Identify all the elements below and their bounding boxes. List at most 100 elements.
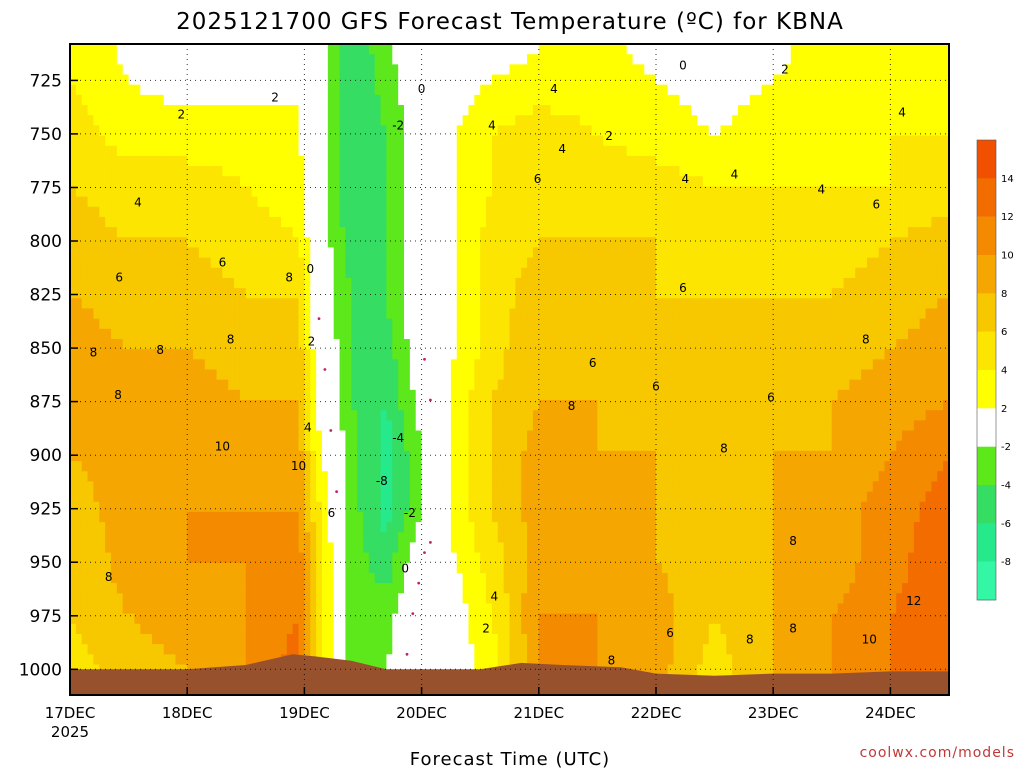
field-cell (134, 105, 141, 116)
field-cell (486, 64, 493, 76)
field-cell (298, 603, 305, 615)
field-cell (462, 400, 470, 411)
field-cell (163, 471, 171, 482)
field-cell (462, 654, 470, 666)
field-cell (445, 298, 452, 310)
field-cell (521, 125, 528, 137)
field-cell (521, 461, 528, 472)
field-cell (398, 74, 405, 86)
field-cell (163, 298, 171, 310)
field-cell (128, 237, 136, 249)
field-cell (175, 196, 182, 208)
field-cell (93, 216, 100, 228)
field-cell (292, 328, 300, 340)
field-cell (134, 481, 141, 493)
field-cell (421, 400, 429, 411)
field-cell (503, 420, 511, 432)
field-cell (310, 277, 317, 289)
field-cell (93, 227, 100, 238)
field-cell (187, 145, 194, 157)
field-cell (363, 288, 370, 299)
field-cell (316, 64, 323, 76)
field-cell (374, 328, 382, 340)
field-cell (327, 379, 335, 391)
field-cell (257, 542, 264, 554)
field-cell (157, 562, 165, 574)
field-cell (146, 389, 153, 401)
field-cell (163, 318, 171, 330)
field-cell (380, 420, 388, 432)
field-cell (128, 623, 136, 635)
field-cell (87, 328, 95, 340)
field-cell (210, 125, 218, 137)
field-cell (439, 450, 446, 462)
field-cell (263, 450, 270, 462)
field-cell (456, 379, 464, 391)
field-cell (486, 176, 493, 187)
field-cell (474, 542, 481, 554)
field-cell (81, 328, 89, 340)
field-cell (175, 216, 182, 228)
field-cell (380, 84, 388, 96)
field-cell (327, 481, 335, 493)
field-cell (257, 522, 264, 533)
field-cell (204, 379, 212, 391)
field-cell (404, 562, 411, 574)
field-cell (386, 338, 393, 350)
field-cell (152, 420, 159, 432)
field-cell (374, 64, 382, 76)
field-cell (257, 94, 264, 106)
field-cell (363, 532, 370, 544)
field-cell (374, 54, 382, 65)
field-cell (116, 318, 124, 330)
field-cell (105, 44, 112, 55)
field-cell (456, 115, 464, 126)
field-cell (257, 572, 264, 584)
field-cell (87, 542, 95, 554)
field-cell (521, 379, 528, 391)
field-cell (386, 257, 393, 269)
field-cell (122, 105, 130, 116)
field-cell (93, 440, 100, 452)
field-cell (392, 430, 399, 442)
field-cell (70, 633, 77, 645)
field-cell (234, 318, 241, 330)
field-cell (128, 44, 136, 55)
field-cell (140, 227, 147, 238)
field-cell (251, 613, 259, 625)
field-cell (456, 481, 464, 493)
field-cell (292, 115, 300, 126)
field-cell (181, 84, 188, 96)
field-cell (286, 257, 294, 269)
field-cell (122, 257, 130, 269)
field-cell (257, 54, 264, 65)
field-cell (116, 440, 124, 452)
field-cell (140, 267, 147, 279)
field-cell (116, 583, 124, 594)
field-cell (146, 440, 153, 452)
field-cell (392, 552, 399, 564)
field-cell (298, 379, 305, 391)
field-cell (398, 298, 405, 310)
field-cell (269, 491, 276, 503)
field-cell (509, 379, 516, 391)
field-cell (404, 379, 411, 391)
field-cell (468, 593, 475, 605)
field-cell (363, 369, 370, 381)
field-cell (474, 522, 481, 533)
field-cell (415, 277, 423, 289)
field-cell (462, 216, 470, 228)
field-cell (480, 349, 487, 360)
field-cell (75, 501, 83, 513)
field-cell (280, 613, 288, 625)
field-cell (87, 145, 95, 157)
field-cell (228, 420, 235, 432)
field-cell (292, 308, 300, 320)
field-cell (140, 115, 147, 126)
field-cell (404, 542, 411, 554)
field-cell (398, 440, 405, 452)
field-cell (327, 247, 335, 259)
field-cell (239, 44, 247, 55)
field-cell (245, 450, 253, 462)
field-cell (122, 654, 130, 666)
